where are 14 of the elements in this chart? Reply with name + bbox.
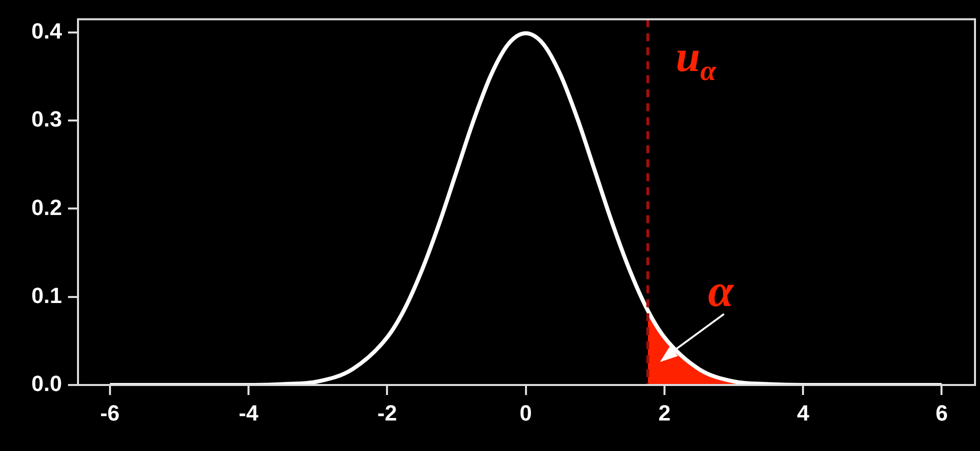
y-tick-label: 0.1 [31, 282, 62, 308]
x-tick-label: 0 [520, 400, 532, 426]
annotation: α [708, 265, 734, 316]
y-tick-label: 0.3 [31, 106, 62, 132]
y-tick-label: 0.0 [31, 371, 62, 396]
x-tick-label: 2 [658, 400, 671, 426]
x-tick-label: -2 [377, 400, 397, 426]
x-tick-label: 6 [936, 400, 948, 426]
y-tick-label: 0.4 [31, 18, 63, 44]
x-tick-label: 4 [796, 400, 810, 426]
y-tick-label: 0.2 [31, 194, 62, 220]
x-tick-label: -4 [238, 400, 260, 426]
line-series [108, 31, 944, 385]
x-tick-label: -6 [100, 400, 120, 426]
